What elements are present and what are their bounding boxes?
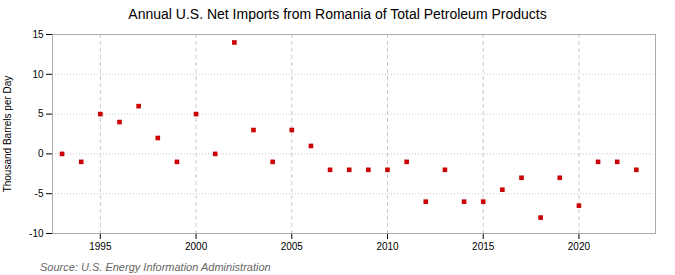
svg-text:10: 10 [32,69,44,80]
svg-text:2005: 2005 [281,241,304,252]
svg-text:Thousand Barrels per Day: Thousand Barrels per Day [2,76,13,193]
svg-text:2010: 2010 [376,241,399,252]
svg-text:2020: 2020 [568,241,591,252]
svg-text:15: 15 [32,29,44,40]
svg-text:5: 5 [38,108,44,119]
html-text:Annual U.S. Net Imports from R: Annual U.S. Net Imports from Romania of … [128,6,547,22]
svg-text:-5: -5 [35,188,44,199]
svg-text:2000: 2000 [185,241,208,252]
svg-text:2015: 2015 [472,241,495,252]
svg-text:1995: 1995 [89,241,112,252]
html-text:Source: U.S. Energy Informatio: Source: U.S. Energy Information Administ… [40,261,271,273]
svg-text:0: 0 [38,148,44,159]
svg-text:-10: -10 [29,228,44,239]
